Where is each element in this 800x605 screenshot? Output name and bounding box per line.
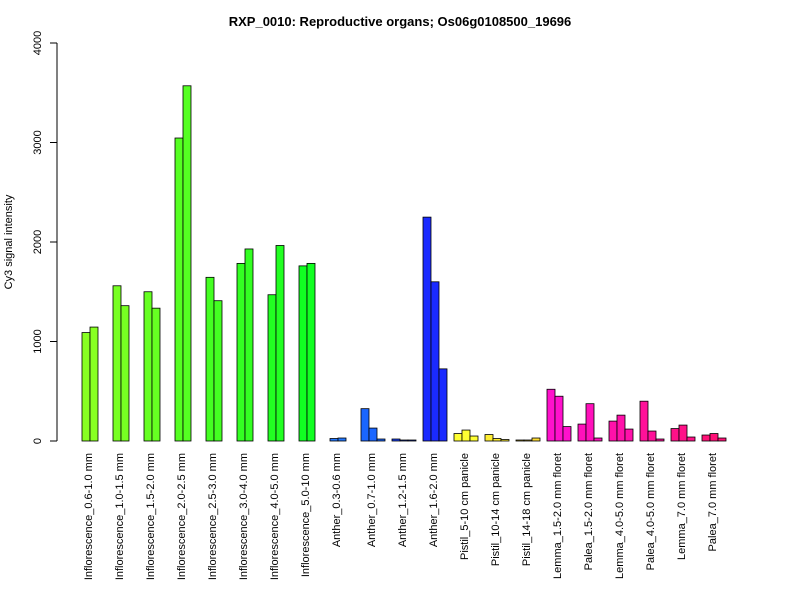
bar: [717, 437, 727, 442]
bar: [616, 414, 626, 442]
x-axis-tick-labels: Inflorescence_0.6-1.0 mm Inflorescence_1.…: [83, 453, 719, 580]
bar: [267, 294, 277, 442]
x-tick-label: Inflorescence_2.0-2.5 mm: [176, 453, 188, 580]
x-tick-label: Anther_0.7-1.0 mm: [366, 453, 378, 547]
bar: [337, 437, 347, 442]
x-tick-label: Inflorescence_3.0-4.0 mm: [238, 453, 250, 580]
x-tick-label: Inflorescence_0.6-1.0 mm: [83, 453, 95, 580]
bar: [213, 300, 223, 442]
y-tick-label: 0: [32, 438, 44, 444]
bar: [422, 216, 432, 442]
bar: [143, 291, 153, 442]
bars: [81, 85, 727, 442]
bar: [624, 428, 634, 442]
x-tick-label: Pistil_14-18 cm panicle: [521, 453, 533, 566]
bar: [515, 439, 525, 442]
bar: [174, 137, 184, 442]
bar: [484, 434, 494, 442]
bar: [647, 430, 657, 442]
x-tick-label: Inflorescence_5.0-10 mm: [300, 453, 312, 577]
bar: [709, 433, 719, 442]
x-tick-label: Palea_4.0-5.0 mm floret: [645, 453, 657, 570]
bar: [546, 388, 556, 442]
bar: [678, 424, 688, 442]
y-tick-label: 2000: [32, 230, 44, 254]
bar: [112, 285, 122, 442]
bar: [151, 307, 161, 442]
bar: [469, 435, 479, 442]
bar: [236, 262, 246, 442]
bar: [306, 262, 316, 442]
y-axis-label: Cy3 signal intensity: [3, 194, 15, 289]
x-tick-label: Anther_1.2-1.5 mm: [397, 453, 409, 547]
x-tick-label: Inflorescence_4.0-5.0 mm: [269, 453, 281, 580]
bar: [523, 439, 533, 442]
bar: [89, 326, 99, 442]
x-tick-label: Inflorescence_1.5-2.0 mm: [145, 453, 157, 580]
x-tick-label: Inflorescence_1.0-1.5 mm: [114, 453, 126, 580]
bar: [531, 437, 541, 442]
bar: [577, 423, 587, 442]
bar: [399, 439, 409, 442]
bar: [562, 426, 572, 442]
bar: [639, 400, 649, 442]
bar: [492, 438, 502, 442]
bar: [593, 437, 603, 442]
x-tick-label: Lemma_1.5-2.0 mm floret: [552, 453, 564, 579]
bar: [376, 438, 386, 442]
bar: [500, 439, 510, 442]
bar: [430, 281, 440, 442]
x-tick-label: Palea_1.5-2.0 mm floret: [583, 453, 595, 570]
bar: [244, 248, 254, 442]
y-tick-label: 4000: [32, 31, 44, 55]
bar: [368, 427, 378, 442]
y-tick-label: 3000: [32, 130, 44, 154]
bar: [275, 245, 285, 442]
x-tick-label: Pistil_5-10 cm panicle: [459, 453, 471, 560]
bar: [360, 408, 370, 442]
bar: [554, 395, 564, 442]
x-tick-label: Lemma_4.0-5.0 mm floret: [614, 453, 626, 579]
bar: [670, 428, 680, 442]
bar: [655, 438, 665, 442]
bar: [391, 438, 401, 442]
chart-title: RXP_0010: Reproductive organs; Os06g0108…: [229, 14, 572, 29]
bar: [81, 332, 91, 442]
x-tick-label: Anther_0.3-0.6 mm: [331, 453, 343, 547]
bar: [298, 265, 308, 442]
y-axis: 0 1000 2000 3000 4000: [32, 31, 58, 444]
y-tick-label: 1000: [32, 329, 44, 353]
bar: [701, 434, 711, 442]
bar: [686, 436, 696, 442]
x-tick-label: Lemma_7.0 mm floret: [676, 453, 688, 560]
bar: [120, 305, 130, 442]
bar: [182, 85, 192, 442]
bar: [438, 368, 448, 442]
x-tick-label: Palea_7.0 mm floret: [707, 453, 719, 551]
x-tick-label: Pistil_10-14 cm panicle: [490, 453, 502, 566]
bar: [608, 420, 618, 442]
bar: [407, 439, 417, 442]
bar: [329, 438, 339, 442]
x-tick-label: Anther_1.6-2.0 mm: [428, 453, 440, 547]
bar: [461, 429, 471, 442]
x-tick-label: Inflorescence_2.5-3.0 mm: [207, 453, 219, 580]
bar: [585, 403, 595, 442]
bar: [453, 433, 463, 442]
bar: [205, 276, 215, 442]
